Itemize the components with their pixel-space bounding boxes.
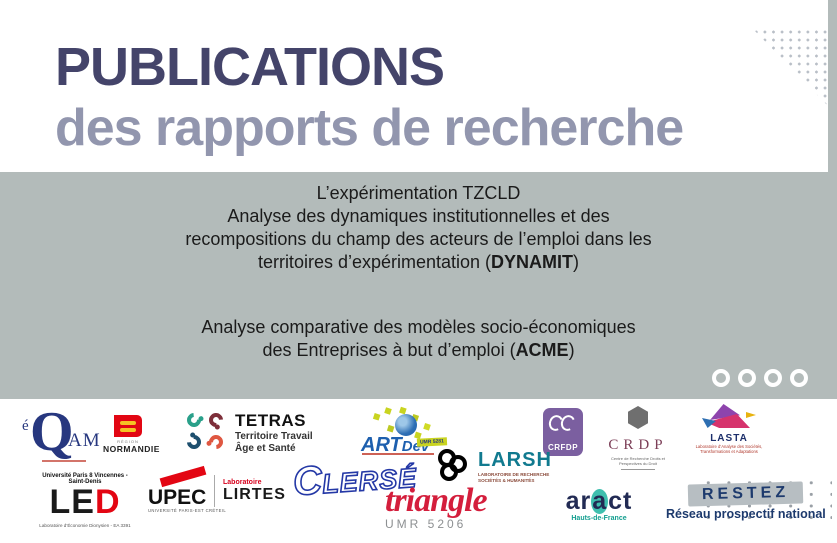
lasta-bird-tail bbox=[702, 418, 716, 428]
restez-name: RESTEZ bbox=[702, 483, 790, 504]
report1-line1: Analyse des dynamiques institutionnelles… bbox=[227, 206, 610, 226]
artdev-squares-decoration bbox=[384, 407, 392, 415]
crdp-hexagon-icon bbox=[628, 406, 648, 429]
normandie-name: NORMANDIE bbox=[103, 444, 160, 454]
reports-banner: L’expérimentation TZCLD Analyse des dyna… bbox=[0, 172, 837, 399]
triangle-umr: UMR 5206 bbox=[385, 517, 467, 531]
upec-name: UPEC bbox=[148, 486, 207, 509]
tetras-arc bbox=[184, 409, 204, 430]
tetras-icon bbox=[184, 409, 227, 453]
logo-crdp: CRDP Centre de Recherche Droits et Persp… bbox=[600, 406, 676, 470]
crdp-rule bbox=[621, 469, 655, 470]
logo-larsh: LARSH LABORATOIRE DE RECHERCHE SOCIÉTÉS … bbox=[438, 447, 552, 485]
larsh-subtitle2: SOCIÉTÉS & HUMANITÉS bbox=[478, 477, 535, 483]
carousel-dot[interactable] bbox=[712, 369, 730, 387]
eqam-am: AM bbox=[68, 430, 101, 451]
page-subtitle: des rapports de recherche bbox=[55, 99, 684, 157]
led-subtitle: Laboratoire d’Économie Dionysien - EA 33… bbox=[39, 523, 131, 528]
logo-tetras: TETRAS Territoire Travail Âge et Santé bbox=[184, 409, 313, 454]
logo-led: Université Paris 8 Vincennes - Saint-Den… bbox=[35, 473, 135, 528]
aract-accent-letter: a bbox=[591, 487, 609, 515]
logo-lasta: LASTA Laboratoire d’Analyse des Sociétés… bbox=[692, 404, 766, 454]
logo-region-normandie: RÉGION NORMANDIE bbox=[103, 415, 160, 454]
restez-subtitle: Réseau prospectif national bbox=[666, 507, 826, 521]
upec-red-bar-icon bbox=[159, 465, 207, 488]
tetras-line1: Territoire Travail bbox=[235, 431, 313, 442]
lirtes-block: Laboratoire LIRTES bbox=[223, 479, 286, 504]
larsh-text: LARSH LABORATOIRE DE RECHERCHE SOCIÉTÉS … bbox=[478, 449, 552, 483]
led-wordmark: LED bbox=[49, 483, 121, 521]
tetras-text: TETRAS Territoire Travail Âge et Santé bbox=[235, 411, 313, 454]
logo-artdev: ARTDev UMR 5281 bbox=[357, 402, 469, 458]
crdp-subtitle: Centre de Recherche Droits et Perspectiv… bbox=[610, 456, 666, 466]
lasta-subtitle2: Transformations et Adaptations bbox=[700, 449, 758, 454]
eqam-tagline bbox=[42, 460, 86, 462]
larsh-ring bbox=[440, 463, 458, 481]
eqam-e: é bbox=[22, 418, 29, 434]
lirtes-name: LIRTES bbox=[223, 485, 286, 503]
upec-divider bbox=[214, 475, 215, 507]
carousel-dot[interactable] bbox=[790, 369, 808, 387]
spacer bbox=[0, 274, 837, 316]
eqam-q: Q bbox=[30, 401, 74, 463]
report2-line1: Analyse comparative des modèles socio-éc… bbox=[201, 317, 636, 337]
aract-wordmark: aract bbox=[565, 487, 633, 515]
report1-line2: recompositions du champ des acteurs de l… bbox=[185, 229, 652, 249]
logo-restez: RESTEZ Réseau prospectif national bbox=[666, 481, 826, 521]
upec-tagline: UNIVERSITÉ PARIS-EST CRÉTEIL bbox=[148, 508, 227, 513]
crfdp-profile-icon bbox=[558, 413, 578, 433]
led-university: Université Paris 8 Vincennes - Saint-Den… bbox=[42, 473, 128, 485]
tetras-name: TETRAS bbox=[235, 411, 306, 430]
report2-acronym: ACME bbox=[515, 340, 569, 360]
larsh-name: LARSH bbox=[478, 448, 552, 471]
crfdp-name: CRFDP bbox=[547, 443, 579, 452]
larsh-rings-icon bbox=[438, 447, 472, 485]
page-title: PUBLICATIONS bbox=[55, 37, 445, 97]
right-edge-strip bbox=[828, 0, 837, 173]
logo-triangle: triangle UMR 5206 bbox=[385, 482, 488, 532]
restez-highlight-box: RESTEZ bbox=[688, 481, 804, 507]
tetras-arc bbox=[206, 431, 226, 452]
lirtes-lab-label: Laboratoire bbox=[223, 478, 262, 486]
lasta-bird-beak bbox=[746, 412, 756, 418]
artdev-globe-icon bbox=[395, 414, 417, 436]
upec-block: UPEC UNIVERSITÉ PARIS-EST CRÉTEIL bbox=[148, 465, 226, 514]
lasta-name: LASTA bbox=[710, 433, 748, 444]
report1-title: L’expérimentation TZCLD bbox=[316, 183, 521, 203]
logo-aract: aract Hauts-de-France bbox=[556, 487, 642, 523]
artdev-umr-badge: UMR 5281 bbox=[416, 437, 448, 447]
logo-upec-lirtes: UPEC UNIVERSITÉ PARIS-EST CRÉTEIL Labora… bbox=[148, 465, 286, 514]
report1-acronym: DYNAMIT bbox=[491, 252, 574, 272]
crdp-name: CRDP bbox=[608, 437, 668, 453]
tetras-arc bbox=[206, 409, 226, 430]
logo-crfdp: CRFDP bbox=[543, 408, 583, 456]
tetras-arc bbox=[184, 431, 204, 452]
normandie-region-label: RÉGION bbox=[117, 439, 139, 444]
triangle-name: triangle bbox=[385, 482, 488, 519]
report1-line3: territoires d’expérimentation (DYNAMIT) bbox=[257, 252, 580, 272]
carousel-pager bbox=[712, 369, 808, 387]
normandie-flag-icon bbox=[114, 415, 142, 437]
dots-triangle-decoration bbox=[752, 28, 830, 108]
carousel-dot[interactable] bbox=[738, 369, 756, 387]
reports-text: L’expérimentation TZCLD Analyse des dyna… bbox=[0, 182, 837, 362]
logo-eqam: é Q AM bbox=[22, 404, 100, 466]
carousel-dot[interactable] bbox=[764, 369, 782, 387]
lasta-subtitle1: Laboratoire d’Analyse des Sociétés, bbox=[695, 444, 763, 449]
aract-region: Hauts-de-France bbox=[571, 515, 627, 522]
larsh-subtitle1: LABORATOIRE DE RECHERCHE bbox=[478, 471, 550, 477]
tetras-line2: Âge et Santé bbox=[235, 442, 296, 454]
lasta-bird-icon bbox=[702, 404, 756, 432]
report2-line2: des Entreprises à but d’emploi (ACME) bbox=[262, 340, 575, 360]
artdev-tagline bbox=[362, 453, 434, 455]
